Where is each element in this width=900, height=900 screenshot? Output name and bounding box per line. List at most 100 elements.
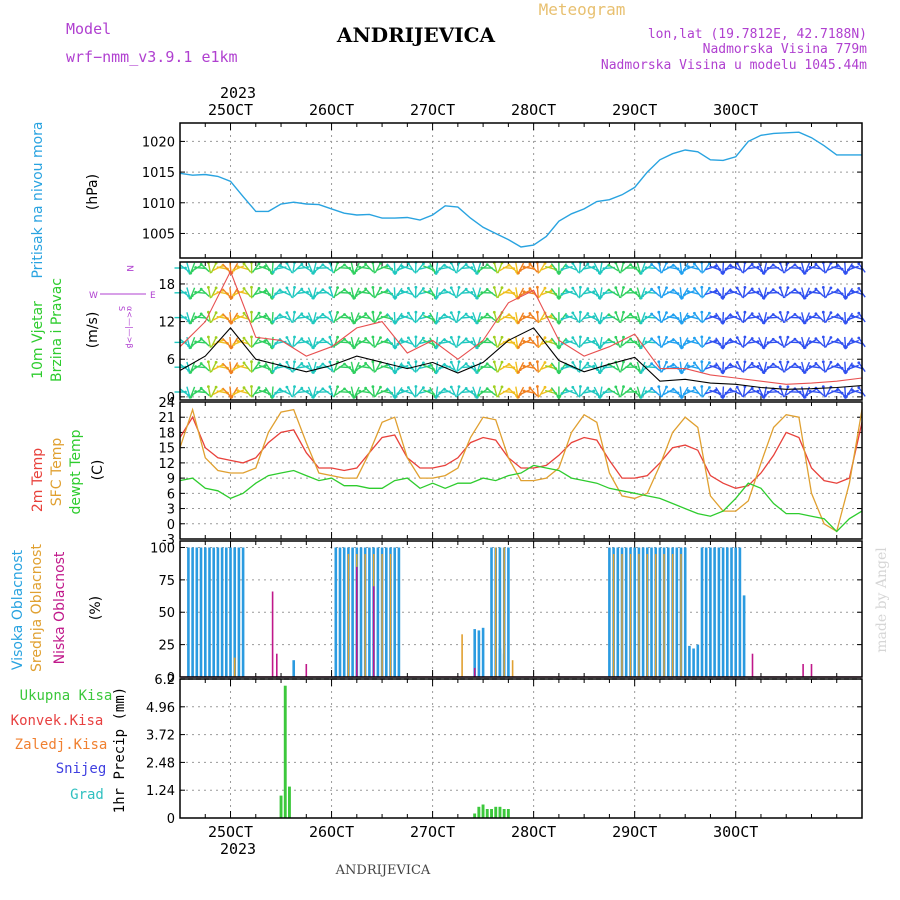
wind-arrow-head xyxy=(422,311,425,315)
wind-arrow xyxy=(751,264,762,272)
wind-arrow xyxy=(540,364,552,370)
wind-arrow-head xyxy=(400,364,404,367)
wind-arrow-head xyxy=(190,319,194,322)
footer-station: ANDRIJEVICA xyxy=(335,863,431,878)
wind-arrow-head xyxy=(271,320,275,324)
wind-arrow-head xyxy=(313,270,317,273)
high-cloud-bar xyxy=(688,645,691,677)
wind-arrow xyxy=(233,265,245,271)
wind-arrow xyxy=(200,313,210,322)
high-cloud-bar xyxy=(704,547,708,677)
y-tick-label: 1005 xyxy=(142,227,175,242)
wind-arrow-head xyxy=(808,290,812,294)
high-cloud-bar xyxy=(624,547,628,677)
wind-arrow xyxy=(450,287,457,299)
wind-arrow-head xyxy=(586,287,590,291)
wind-arrow-head xyxy=(293,385,296,388)
wind-arrow xyxy=(210,337,217,348)
wind-arrow xyxy=(559,263,567,273)
precip-bar xyxy=(485,809,489,818)
wind-arrow xyxy=(658,262,662,274)
wind-arrow xyxy=(587,388,598,396)
wind-arrow xyxy=(679,312,683,324)
wind-arrow-head xyxy=(328,385,332,389)
wind-arrow-head xyxy=(686,339,690,343)
wind-arrow xyxy=(661,361,668,373)
wind-arrow xyxy=(538,362,546,373)
wind-arrow-head xyxy=(650,362,653,365)
wind-arrow-head xyxy=(396,342,400,346)
wind-arrow xyxy=(497,287,503,299)
wind-arrow xyxy=(827,339,838,346)
wind-arrow xyxy=(380,365,392,370)
wind-arrow xyxy=(502,291,514,295)
wind-arrow-head xyxy=(263,339,267,343)
wind-arrow-head xyxy=(808,340,812,344)
wind-arrow-head xyxy=(407,262,410,265)
wind-arrow-head xyxy=(371,286,375,289)
wind-arrow xyxy=(301,363,312,371)
panel-frame xyxy=(179,678,863,819)
wind-arrow-head xyxy=(851,339,854,343)
wind-arrow-head xyxy=(735,336,739,339)
wind-arrow-head xyxy=(353,271,356,275)
wind-arrow-head xyxy=(665,286,668,290)
wind-arrow xyxy=(493,262,498,274)
wind-arrow xyxy=(636,287,642,299)
wind-arrow-head xyxy=(400,314,404,318)
wind-arrow-head xyxy=(364,337,367,340)
wind-arrow-head xyxy=(558,295,562,299)
wind-arrow-head xyxy=(285,336,289,339)
wind-arrow-head xyxy=(250,385,253,388)
wind-arrow-head xyxy=(189,271,193,275)
wind-arrow xyxy=(579,337,589,347)
wind-arrow-head xyxy=(236,314,240,318)
wind-arrow xyxy=(629,338,640,347)
wind-arrow xyxy=(822,361,826,373)
compass-west: W xyxy=(89,291,98,301)
wind-arrow xyxy=(715,263,723,273)
wind-arrow xyxy=(658,312,662,324)
low-cloud-bar xyxy=(810,664,813,677)
wind-arrow-head xyxy=(189,296,193,300)
wind-arrow xyxy=(365,263,374,273)
wind-arrow xyxy=(465,338,476,346)
wind-arrow-head xyxy=(485,362,489,366)
wind-arrow-head xyxy=(571,336,575,340)
wind-arrow xyxy=(258,389,270,395)
wind-arrow-head xyxy=(693,262,696,266)
wind-arrow xyxy=(845,287,853,298)
wind-arrow-head xyxy=(558,271,562,274)
wind-arrow-head xyxy=(805,294,809,297)
wind-arrow xyxy=(758,262,764,274)
wind-arrow-head xyxy=(644,315,648,319)
high-cloud-bar xyxy=(220,547,224,677)
wind-arrow-head xyxy=(771,263,775,267)
wind-arrow xyxy=(343,288,354,297)
wind-arrow xyxy=(619,386,625,398)
wind-arrow xyxy=(758,386,764,398)
wind-arrow xyxy=(301,264,312,272)
wind-arrow xyxy=(742,287,746,299)
wind-arrow-head xyxy=(449,385,453,389)
wind-arrow xyxy=(702,362,710,373)
high-cloud-bar xyxy=(730,547,733,677)
wind-arrow-head xyxy=(724,267,728,271)
wind-arrow xyxy=(465,289,476,297)
wind-arrow-head xyxy=(536,385,539,388)
wind-arrow xyxy=(779,262,785,274)
wind-arrow-head xyxy=(639,296,643,300)
wind-arrow-head xyxy=(771,362,775,366)
wind-arrow xyxy=(429,337,436,348)
wind-arrow-head xyxy=(778,335,782,339)
wind-arrow-head xyxy=(271,295,275,299)
wind-arrow-head xyxy=(729,363,733,367)
wind-arrow xyxy=(661,312,668,323)
wind-arrow xyxy=(212,314,224,321)
speed-line xyxy=(179,327,863,390)
wind-arrow xyxy=(395,387,403,397)
wind-arrow xyxy=(572,362,580,373)
bottom-date-label: 27OCT xyxy=(410,823,455,841)
wind-arrow xyxy=(688,315,700,320)
wind-arrow-head xyxy=(622,286,625,289)
